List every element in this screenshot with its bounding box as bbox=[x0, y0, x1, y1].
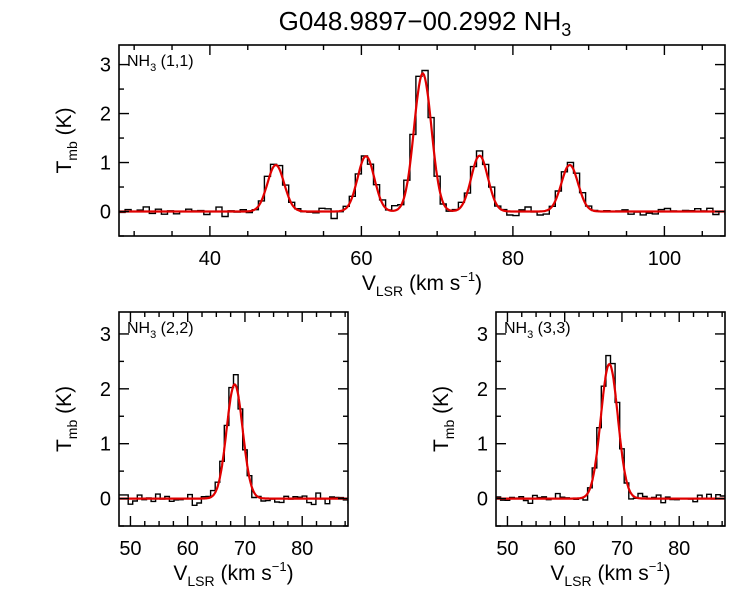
x-tick-label: 100 bbox=[648, 248, 681, 270]
y-axis-title: Tmb (K) bbox=[53, 107, 80, 173]
x-tick-label: 80 bbox=[668, 538, 690, 560]
y-axis-title: Tmb (K) bbox=[53, 386, 80, 452]
panel-3: 50 60 70 80 0 1 2 3 NH3 (3,3) Tmb (K) VLSR (km s−1… bbox=[430, 311, 726, 589]
plot-frame bbox=[495, 311, 726, 527]
x-tick-label: 80 bbox=[291, 538, 313, 560]
fit-curve bbox=[119, 72, 725, 213]
y-tick-label: 3 bbox=[100, 55, 111, 77]
observed-spectrum bbox=[119, 69, 725, 220]
x-tick-label: 70 bbox=[611, 538, 633, 560]
y-tick-label: 3 bbox=[477, 324, 488, 346]
x-tick-label: 50 bbox=[119, 538, 141, 560]
y-tick-label: 1 bbox=[100, 434, 111, 456]
x-tick-label: 60 bbox=[177, 538, 199, 560]
observed-spectrum bbox=[119, 374, 348, 506]
y-tick-label: 3 bbox=[100, 324, 111, 346]
plot-frame bbox=[118, 44, 726, 237]
x-axis-title: VLSR (km s−1) bbox=[550, 559, 670, 589]
panel-label: NH3 (1,1) bbox=[127, 53, 194, 74]
fit-curve bbox=[119, 383, 348, 500]
x-tick-label: 40 bbox=[199, 248, 221, 270]
y-tick-label: 1 bbox=[477, 434, 488, 456]
panel-2: 50 60 70 80 0 1 2 3 NH3 (2,2) Tmb (K) VLSR (km s−1… bbox=[53, 311, 349, 589]
x-tick-label: 60 bbox=[554, 538, 576, 560]
y-tick-label: 0 bbox=[477, 489, 488, 511]
x-tick-label: 50 bbox=[496, 538, 518, 560]
x-axis-title: VLSR (km s−1) bbox=[362, 269, 482, 299]
panel-1: 40 60 80 100 0 1 2 3 NH3 (1,1) Tmb (K) VLSR (km s−… bbox=[53, 44, 726, 299]
x-tick-label: 80 bbox=[502, 248, 524, 270]
y-tick-label: 2 bbox=[100, 379, 111, 401]
x-axis-title: VLSR (km s−1) bbox=[173, 559, 293, 589]
fit-curve bbox=[496, 362, 725, 500]
y-tick-label: 1 bbox=[100, 153, 111, 175]
panel-label: NH3 (3,3) bbox=[504, 320, 571, 341]
y-tick-label: 0 bbox=[100, 489, 111, 511]
x-tick-label: 70 bbox=[234, 538, 256, 560]
figure-title: G048.9897−00.2992 NH3 bbox=[279, 6, 572, 40]
y-tick-label: 2 bbox=[100, 104, 111, 126]
x-tick-label: 60 bbox=[350, 248, 372, 270]
y-tick-label: 0 bbox=[100, 202, 111, 224]
y-axis-title: Tmb (K) bbox=[430, 386, 457, 452]
panel-label: NH3 (2,2) bbox=[127, 320, 194, 341]
y-tick-label: 2 bbox=[477, 379, 488, 401]
plot-frame bbox=[118, 311, 349, 527]
